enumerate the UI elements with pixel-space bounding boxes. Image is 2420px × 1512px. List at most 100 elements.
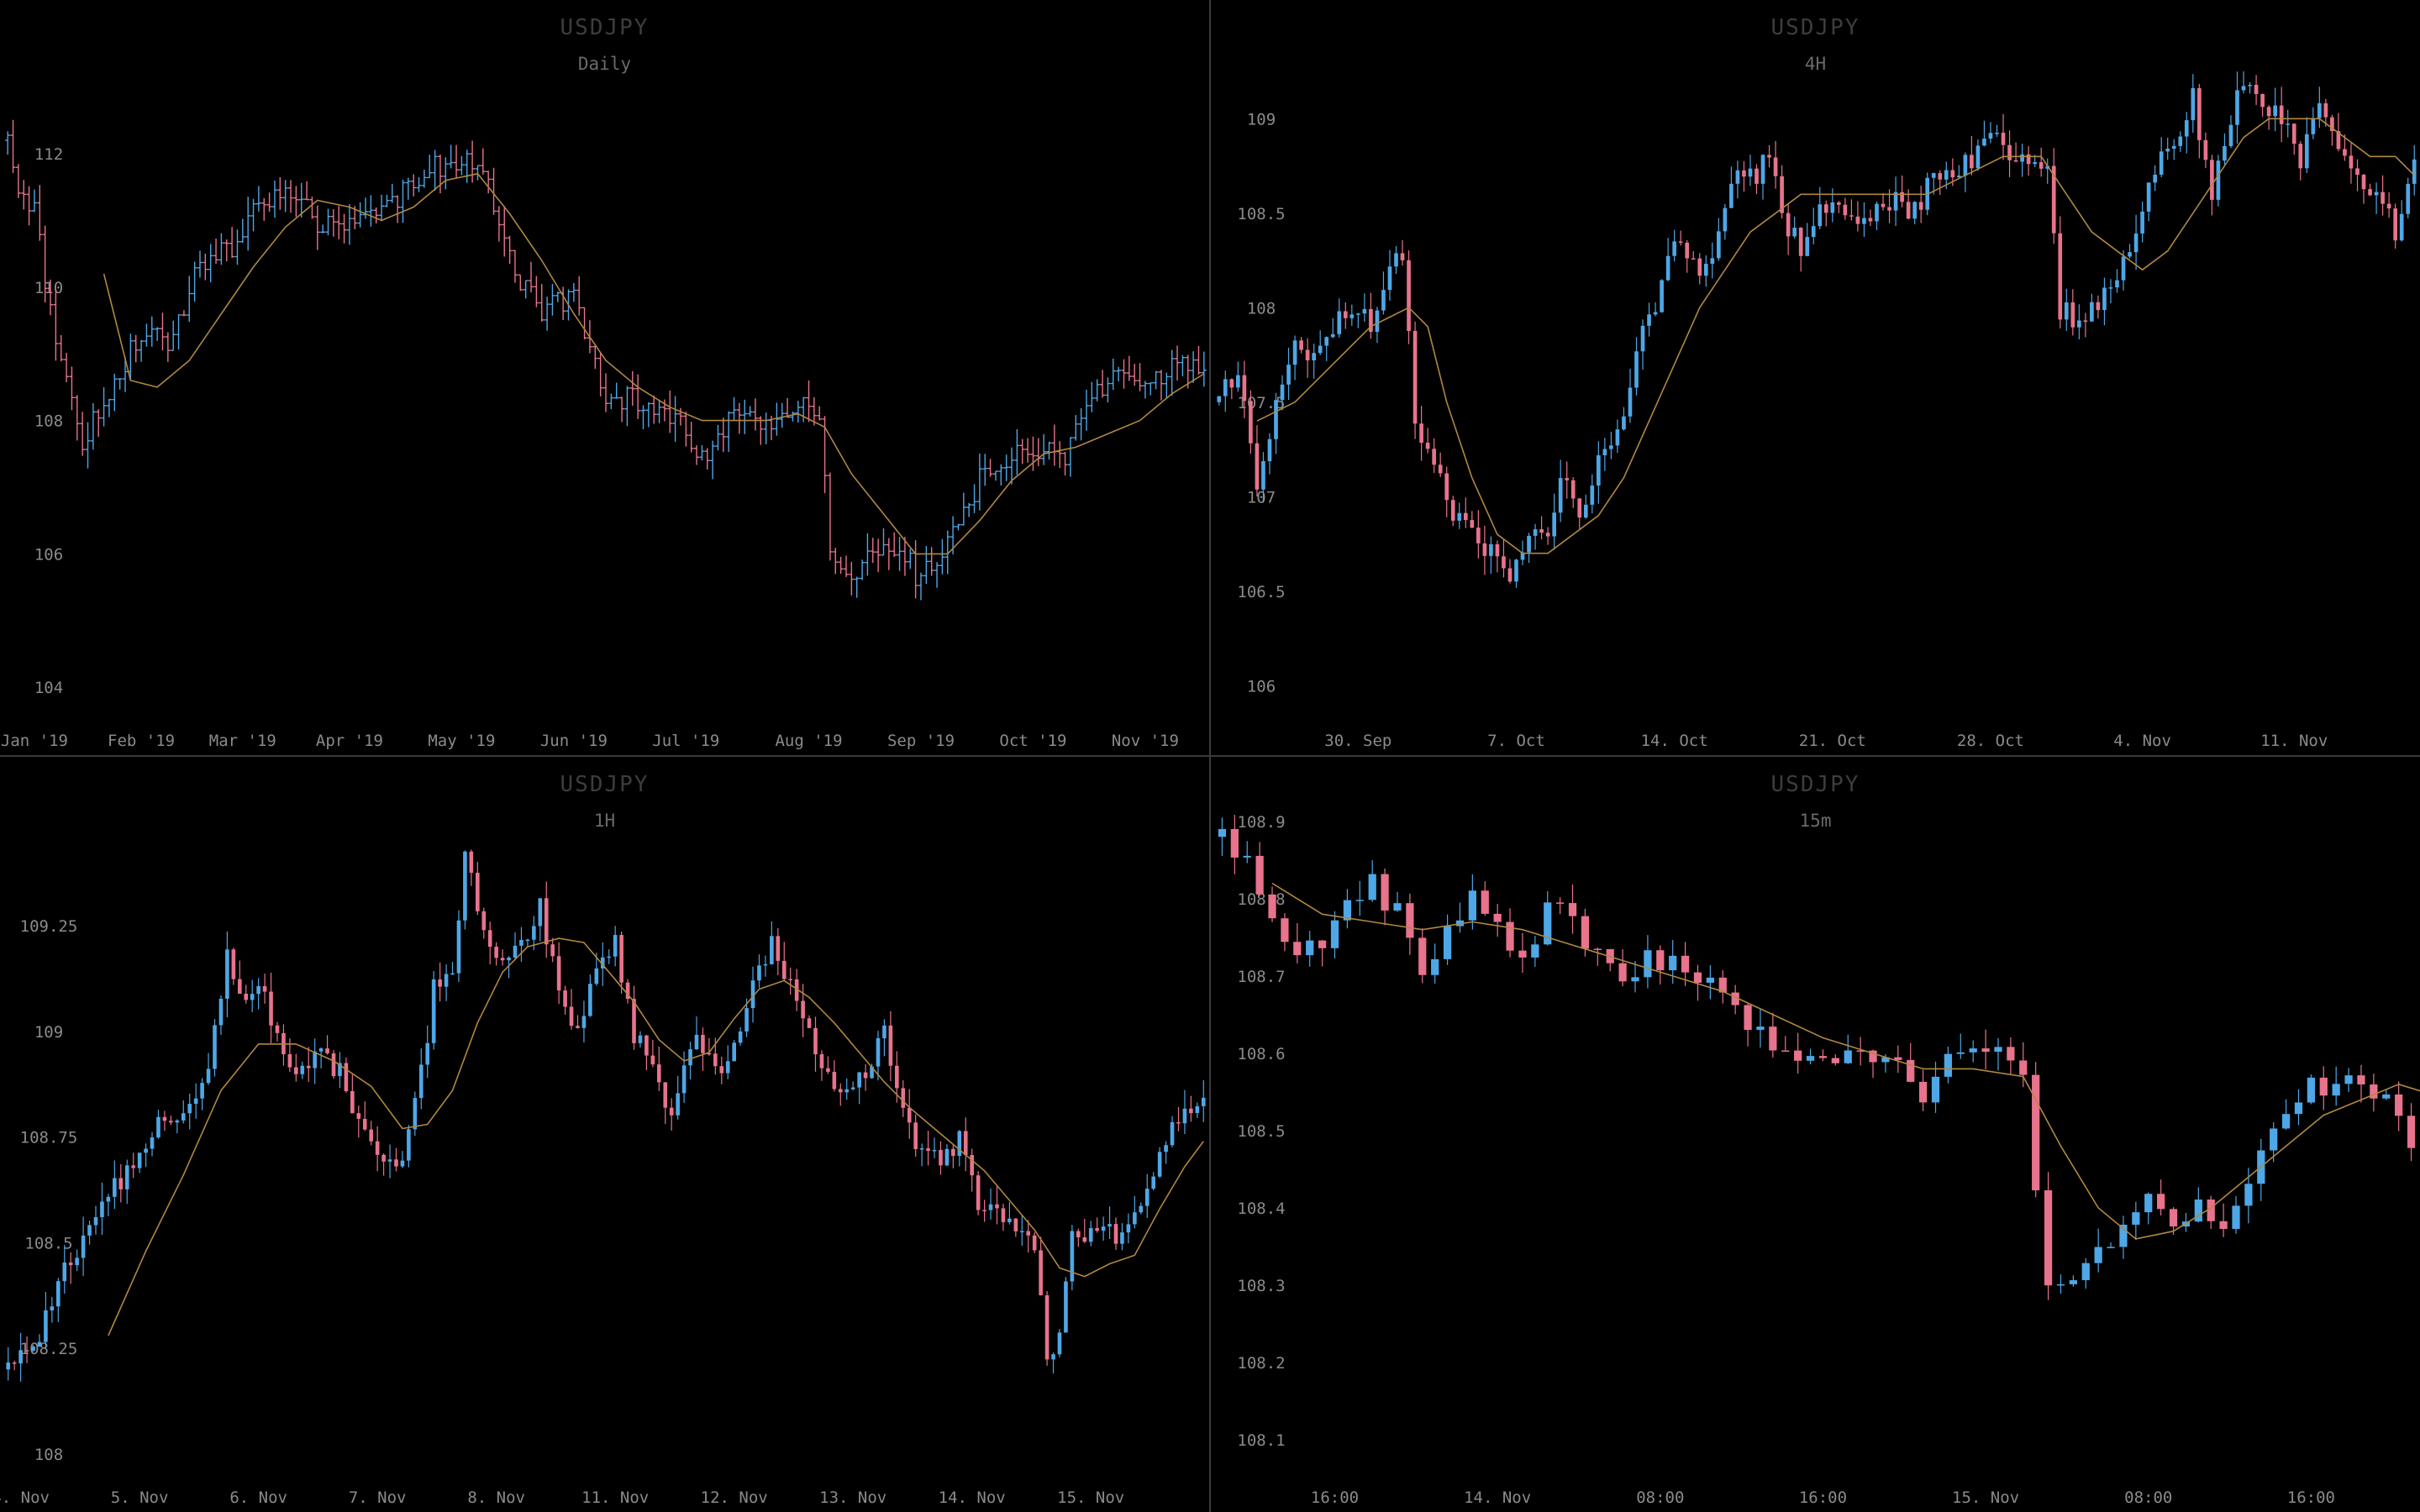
candle <box>736 402 742 434</box>
candle <box>200 1078 204 1110</box>
candle <box>2381 175 2385 216</box>
candle <box>1518 932 1527 973</box>
candle <box>1044 1290 1050 1366</box>
candle <box>897 537 902 571</box>
candle <box>1545 527 1550 545</box>
candle <box>1703 255 1708 287</box>
candle <box>411 174 417 197</box>
candle <box>850 1081 855 1091</box>
candle <box>1189 1095 1193 1122</box>
candle <box>1356 312 1360 328</box>
candle <box>476 862 480 916</box>
candle <box>944 1144 950 1167</box>
candle <box>269 973 273 1043</box>
candle <box>1443 914 1452 965</box>
candle <box>487 921 492 965</box>
candle <box>932 1137 937 1158</box>
candle <box>1312 344 1316 379</box>
x-tick-label: Oct '19 <box>999 732 1066 750</box>
candle <box>613 926 618 967</box>
candle <box>2115 269 2119 293</box>
x-tick-label: 16:00 <box>1799 1488 1847 1507</box>
candle <box>833 548 839 575</box>
candle <box>101 386 107 427</box>
candle <box>1381 271 1386 315</box>
candle <box>1489 536 1493 574</box>
candle <box>1349 304 1355 326</box>
candle <box>1975 139 1981 171</box>
candle <box>1230 815 1239 874</box>
candle <box>1330 911 1339 958</box>
candle <box>603 373 608 412</box>
candle <box>50 1297 55 1323</box>
candle <box>1837 201 1841 213</box>
candle <box>795 401 801 423</box>
candle <box>1431 943 1439 984</box>
candle <box>245 197 251 251</box>
candle <box>24 1336 29 1363</box>
candle <box>694 1016 699 1050</box>
candle <box>719 1056 724 1084</box>
candle <box>1963 152 1968 192</box>
candle <box>2194 1187 2202 1223</box>
candle <box>1292 335 1297 381</box>
moving-average-line <box>1271 882 2420 1240</box>
candle <box>1137 363 1143 391</box>
candle <box>282 180 288 213</box>
candle <box>431 971 436 1050</box>
candle <box>1476 510 1481 559</box>
candle <box>571 283 576 302</box>
y-tick-label: 108.4 <box>1237 1200 1285 1218</box>
candle <box>250 198 256 232</box>
candle <box>368 195 374 227</box>
candle <box>738 1026 743 1046</box>
candle <box>2153 165 2157 192</box>
candle <box>908 549 913 570</box>
candle <box>1558 459 1563 522</box>
candle <box>923 545 929 585</box>
candle <box>1544 890 1552 946</box>
candle <box>597 352 603 397</box>
chart-title: USDJPY <box>560 15 650 40</box>
candle <box>1514 559 1518 588</box>
candle <box>1634 337 1639 396</box>
candle <box>1088 1221 1093 1247</box>
candle <box>1918 1069 1928 1111</box>
x-tick-label: Nov '19 <box>1112 732 1179 750</box>
candle <box>776 928 781 976</box>
candle <box>518 274 523 291</box>
candle <box>644 1034 649 1070</box>
candle <box>1957 165 1961 178</box>
candle <box>608 393 614 410</box>
candle <box>203 253 208 281</box>
candle <box>1148 382 1154 396</box>
candle <box>369 1121 374 1146</box>
candle <box>1769 1012 1777 1058</box>
candle <box>1818 1049 1828 1062</box>
candle <box>139 339 145 362</box>
candle <box>2382 1089 2391 1100</box>
candle <box>1133 1195 1137 1229</box>
candle <box>346 204 352 245</box>
candle <box>162 1110 167 1131</box>
candle <box>1337 298 1342 338</box>
candle <box>494 942 498 966</box>
moving-average-line <box>1256 118 2415 554</box>
candle <box>1729 166 1733 208</box>
candle <box>1169 349 1175 396</box>
candle <box>1223 370 1228 412</box>
candle <box>2039 147 2044 177</box>
candle <box>669 1098 674 1131</box>
candle <box>613 382 619 399</box>
candle <box>1570 477 1576 508</box>
candle <box>645 402 651 428</box>
candle <box>2317 87 2322 129</box>
candle <box>375 1126 380 1172</box>
candle <box>2273 87 2277 132</box>
candle <box>193 1083 198 1119</box>
candle <box>1481 881 1489 916</box>
candle <box>213 239 219 264</box>
x-tick-label: Jan '19 <box>1 732 68 750</box>
candle <box>213 1019 217 1077</box>
candle <box>970 1148 975 1192</box>
